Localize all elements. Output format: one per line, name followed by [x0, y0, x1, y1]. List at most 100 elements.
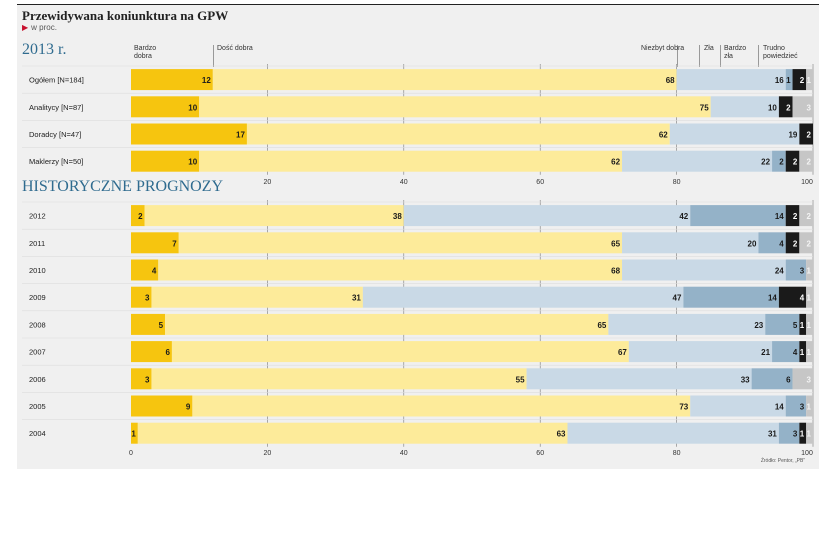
data-label: 16 — [775, 76, 784, 85]
data-label: 73 — [679, 403, 688, 412]
bar-segment — [151, 368, 527, 390]
bar-segment — [199, 150, 623, 172]
header-bardzo-dobra: Bardzo dobra — [134, 45, 156, 61]
data-label: 2 — [807, 131, 812, 140]
data-label: 14 — [768, 294, 777, 303]
header-separator — [213, 45, 214, 67]
data-label: 2 — [800, 76, 805, 85]
bar-segment — [131, 232, 179, 254]
bar-segment — [683, 286, 779, 308]
row-label: Maklerzy [N=50] — [29, 157, 83, 166]
header-dosc-dobra: Dość dobra — [217, 45, 253, 52]
bar-segment — [799, 313, 807, 335]
data-label: 1 — [800, 430, 805, 439]
data-label: 10 — [768, 103, 777, 112]
x-tick-label: 60 — [536, 450, 544, 457]
bar-segment — [246, 123, 670, 145]
bar-segment — [178, 232, 623, 254]
bar-segment — [131, 259, 159, 281]
bar-segment — [772, 150, 786, 172]
bar-segment — [792, 69, 807, 91]
chart-title: Przewidywana koniunktura na GPW — [22, 8, 229, 23]
data-label: 2 — [779, 158, 784, 167]
data-label: 1 — [807, 403, 812, 412]
data-label: 1 — [800, 348, 805, 357]
x-tick-label: 80 — [673, 450, 681, 457]
bar-segment — [785, 395, 807, 417]
bar-segment — [785, 232, 800, 254]
bar-segment — [785, 69, 793, 91]
x-tick-label: 20 — [264, 450, 272, 457]
bar-segment — [778, 286, 807, 308]
data-label: 4 — [779, 239, 784, 248]
header-bardzo-zla-line2: zła — [724, 53, 733, 60]
data-label: 2 — [793, 212, 798, 221]
data-label: 3 — [145, 375, 150, 384]
data-label: 3 — [807, 375, 812, 384]
bar-segment — [799, 205, 813, 227]
bar-segment — [131, 395, 193, 417]
data-label: 23 — [754, 321, 763, 330]
source-note: Źródło: Pentor, „PB” — [760, 458, 805, 464]
bar-segment — [567, 422, 779, 444]
bar-segment — [785, 150, 800, 172]
x-tick-label: 100 — [801, 179, 813, 186]
row-label: 2012 — [29, 212, 46, 221]
bar-segment — [165, 313, 609, 335]
row-label: Analitycy [N=87] — [29, 103, 83, 112]
bar-segment — [199, 96, 711, 118]
data-label: 10 — [188, 158, 197, 167]
data-label: 65 — [597, 321, 606, 330]
data-label: 2 — [807, 212, 812, 221]
data-label: 75 — [700, 103, 709, 112]
bar-segment — [778, 422, 800, 444]
data-label: 55 — [516, 375, 525, 384]
data-label: 1 — [807, 76, 812, 85]
data-label: 2 — [793, 239, 798, 248]
bar-segment — [131, 368, 152, 390]
bar-segment — [799, 232, 813, 254]
data-label: 3 — [793, 430, 798, 439]
bar-segment — [799, 123, 813, 145]
data-label: 6 — [165, 348, 170, 357]
x-tick-label: 40 — [400, 179, 408, 186]
header-trudno-line2: powiedzieć — [763, 53, 798, 60]
data-label: 5 — [159, 321, 164, 330]
row-label: 2005 — [29, 402, 46, 411]
data-label: 17 — [236, 131, 245, 140]
bar-segment — [622, 232, 759, 254]
x-tick-label: 0 — [129, 450, 133, 457]
header-niezbyt-dobra: Niezbyt dobra — [641, 45, 685, 52]
data-label: 62 — [659, 131, 668, 140]
row-label: 2007 — [29, 348, 46, 357]
data-label: 5 — [793, 321, 798, 330]
data-label: 33 — [741, 375, 750, 384]
data-label: 14 — [775, 403, 784, 412]
header-separator — [720, 45, 721, 67]
bar-segment — [131, 205, 145, 227]
header-bardzo-zla-line1: Bardzo — [724, 45, 747, 52]
bar-segment — [806, 341, 813, 363]
data-label: 62 — [611, 158, 620, 167]
x-tick-label: 100 — [801, 450, 813, 457]
data-label: 31 — [352, 294, 361, 303]
data-label: 3 — [800, 403, 805, 412]
bar-segment — [131, 313, 166, 335]
data-label: 68 — [666, 76, 675, 85]
bar-segment — [710, 96, 779, 118]
data-label: 9 — [186, 403, 191, 412]
data-label: 4 — [152, 267, 157, 276]
bar-segment — [403, 205, 691, 227]
bar-segment — [806, 395, 813, 417]
section-title-historical: HISTORYCZNE PROGNOZY — [22, 178, 224, 195]
row-label: 2004 — [29, 429, 46, 438]
header-separator — [699, 45, 700, 67]
data-label: 12 — [202, 76, 211, 85]
bar-segment — [806, 259, 813, 281]
bar-segment — [806, 286, 813, 308]
row-label: 2010 — [29, 266, 46, 275]
bar-segment — [131, 96, 200, 118]
data-label: 22 — [761, 158, 770, 167]
bar-segment — [171, 341, 629, 363]
